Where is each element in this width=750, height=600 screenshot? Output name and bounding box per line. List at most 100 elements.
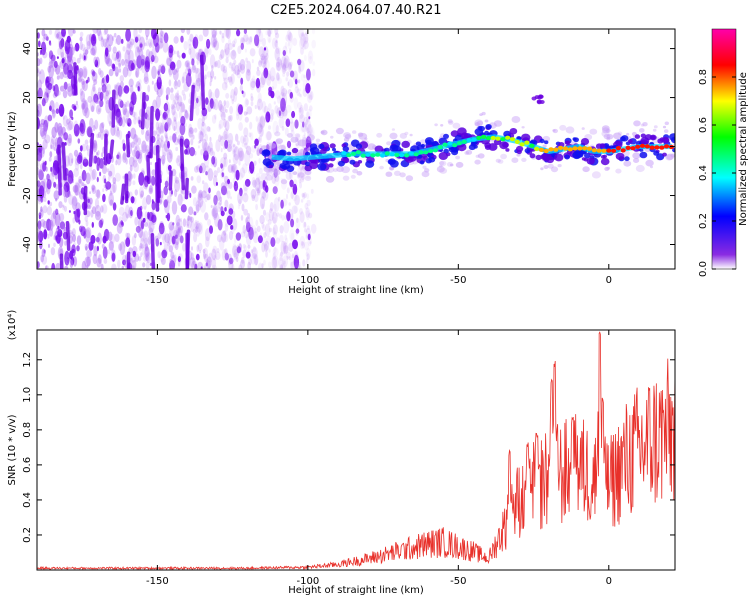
ridge-peak	[577, 146, 582, 150]
heat-blob	[252, 59, 254, 63]
heat-blob	[95, 190, 100, 198]
heat-blob	[144, 222, 148, 227]
heat-blob	[120, 241, 126, 255]
heat-blob	[182, 53, 186, 59]
ridge-peak	[356, 150, 361, 154]
heat-band	[653, 151, 659, 156]
heat-blob	[189, 193, 191, 198]
heat-blob	[174, 51, 176, 55]
heat-blob	[304, 132, 306, 136]
heat-streak	[187, 231, 189, 285]
heat-blob	[293, 71, 298, 82]
heat-blob	[265, 131, 271, 141]
heat-blob	[135, 189, 138, 195]
heat-blob	[192, 135, 194, 140]
heat-blob	[246, 146, 251, 156]
heat-blob	[191, 61, 193, 65]
heat-blob	[280, 225, 284, 234]
ridge-peak	[471, 138, 476, 142]
heat-blob	[191, 186, 197, 194]
heat-blob	[40, 123, 43, 128]
heat-blob	[233, 44, 235, 48]
heat-blob	[312, 29, 315, 35]
heat-blob	[112, 182, 116, 193]
heat-blob	[56, 234, 61, 244]
heat-blob	[132, 150, 137, 157]
heat-halo	[316, 139, 320, 143]
heat-blob	[90, 48, 95, 56]
ridge-peak	[650, 146, 655, 150]
heat-blob	[184, 173, 187, 177]
heat-blob	[219, 201, 222, 206]
heat-blob	[137, 207, 142, 220]
heat-blob	[210, 137, 212, 142]
heat-blob	[134, 112, 138, 120]
heat-blob	[285, 35, 289, 42]
heat-band	[279, 150, 285, 155]
heat-blob	[162, 144, 168, 157]
ridge-peak	[414, 152, 419, 156]
heat-blob	[127, 65, 131, 71]
heat-blob	[152, 199, 154, 204]
heat-blob	[92, 70, 95, 76]
ridge-peak	[582, 146, 587, 150]
heat-blob	[194, 166, 199, 173]
heat-blob	[222, 209, 225, 216]
heat-blob	[50, 139, 54, 150]
heat-blob	[203, 182, 209, 193]
heat-blob	[113, 46, 117, 53]
heat-blob	[68, 59, 71, 64]
heat-blob	[104, 258, 108, 264]
heat-blob	[86, 34, 92, 46]
bottom-ytick-label: 0.6	[22, 457, 33, 473]
heat-blob	[202, 180, 204, 184]
heat-halo	[351, 175, 356, 179]
ridge-peak	[380, 153, 385, 157]
ridge-peak	[573, 146, 578, 150]
heat-blob	[178, 260, 181, 267]
heat-band	[573, 137, 579, 142]
ridge-peak	[409, 151, 414, 155]
heat-blob	[164, 105, 168, 110]
heat-blob	[52, 109, 55, 114]
heat-blob	[148, 56, 150, 62]
heat-blob	[175, 235, 178, 239]
heat-blob	[151, 215, 156, 223]
heat-blob	[282, 64, 287, 74]
heat-blob	[64, 206, 67, 212]
heat-blob	[99, 123, 104, 134]
heat-blob	[125, 110, 130, 117]
heat-blob	[85, 229, 90, 242]
heat-blob	[213, 151, 216, 156]
heat-blob	[158, 65, 161, 72]
heat-blob	[215, 31, 218, 36]
heat-halo	[422, 166, 426, 169]
heat-blob	[145, 67, 148, 74]
heat-blob	[304, 55, 307, 61]
heat-band	[587, 158, 595, 165]
heat-blob	[110, 191, 112, 196]
heat-streak	[68, 223, 69, 249]
ridge-peak	[515, 140, 520, 144]
heat-blob	[109, 241, 114, 251]
top-ytick-label: -40	[22, 236, 33, 252]
colorbar-tick-label: 0.0	[698, 261, 709, 277]
heat-blob	[101, 38, 105, 47]
heat-blob	[109, 69, 114, 76]
heat-band	[320, 148, 327, 154]
heat-blob	[53, 243, 56, 247]
heat-blob	[51, 127, 56, 139]
spectrogram-heatmap	[34, 24, 678, 295]
heat-blob	[232, 245, 238, 257]
heat-blob	[204, 64, 208, 71]
heat-blob	[247, 245, 250, 249]
heat-halo	[553, 129, 558, 133]
heat-blob	[94, 143, 97, 148]
heat-halo	[295, 153, 299, 156]
heat-blob	[62, 186, 67, 198]
heat-band	[510, 128, 518, 134]
ridge-peak	[621, 148, 626, 152]
heat-blob	[272, 86, 274, 90]
ridge-peak	[428, 149, 433, 153]
heat-band	[477, 126, 482, 130]
